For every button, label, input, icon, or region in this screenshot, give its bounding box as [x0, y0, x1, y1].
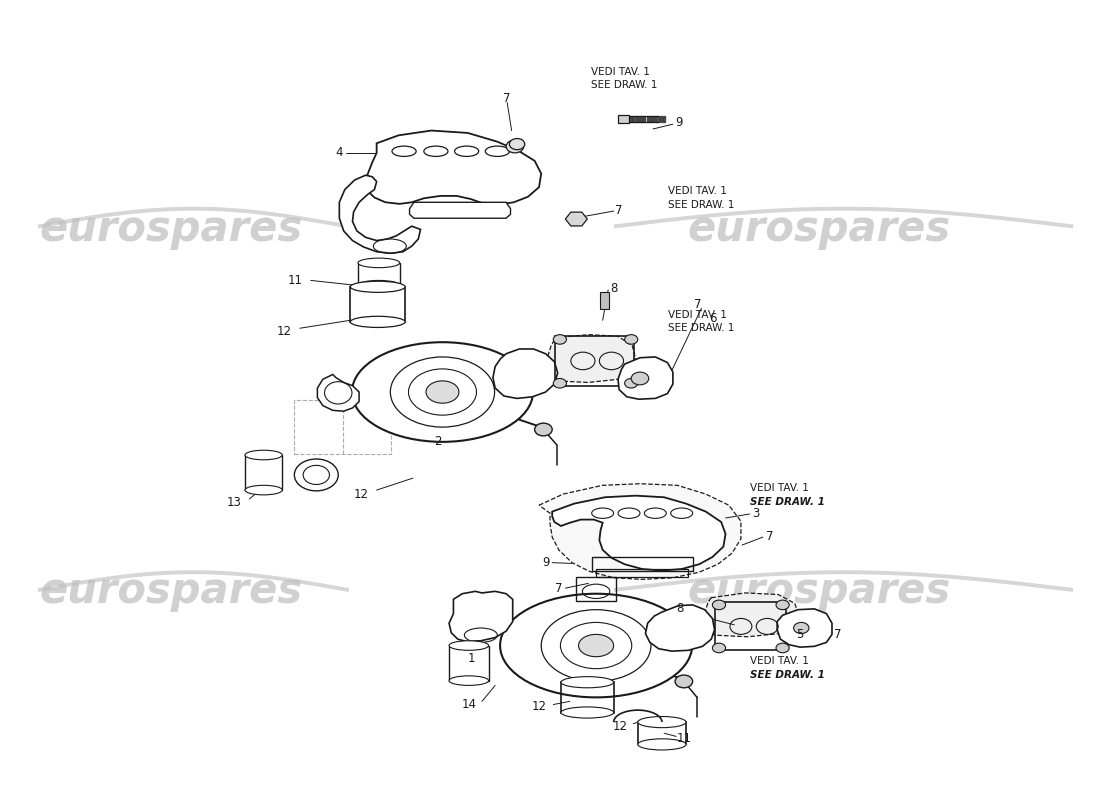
Bar — [295, 400, 390, 454]
Circle shape — [675, 675, 693, 688]
Circle shape — [553, 334, 566, 344]
Text: 12: 12 — [354, 487, 368, 501]
Bar — [638, 722, 686, 744]
Ellipse shape — [449, 676, 488, 686]
Circle shape — [713, 600, 726, 610]
Text: eurospares: eurospares — [40, 570, 302, 612]
Polygon shape — [365, 130, 541, 205]
Text: 12: 12 — [531, 701, 547, 714]
Text: VEDI TAV. 1: VEDI TAV. 1 — [750, 657, 808, 666]
Polygon shape — [339, 175, 420, 254]
Text: 7: 7 — [694, 298, 702, 311]
Ellipse shape — [350, 282, 405, 292]
Polygon shape — [409, 202, 510, 218]
Text: 7: 7 — [766, 530, 773, 543]
Bar — [596, 569, 689, 577]
Ellipse shape — [638, 739, 686, 750]
Text: VEDI TAV. 1: VEDI TAV. 1 — [669, 310, 727, 320]
Text: 7: 7 — [615, 204, 623, 217]
Circle shape — [625, 334, 638, 344]
Text: 9: 9 — [542, 556, 549, 569]
Text: 8: 8 — [610, 282, 617, 295]
Ellipse shape — [561, 677, 614, 688]
Ellipse shape — [352, 342, 534, 442]
Polygon shape — [646, 605, 715, 651]
Text: SEE DRAW. 1: SEE DRAW. 1 — [750, 497, 825, 507]
Text: SEE DRAW. 1: SEE DRAW. 1 — [669, 200, 735, 210]
Circle shape — [776, 643, 789, 653]
Circle shape — [535, 423, 552, 436]
Text: 7: 7 — [834, 628, 842, 641]
Text: SEE DRAW. 1: SEE DRAW. 1 — [750, 670, 825, 680]
Text: SEE DRAW. 1: SEE DRAW. 1 — [591, 80, 657, 90]
Polygon shape — [618, 357, 673, 399]
Text: 13: 13 — [227, 495, 241, 509]
Bar — [245, 455, 283, 490]
Text: 1: 1 — [468, 652, 475, 665]
Bar — [556, 336, 635, 386]
Text: 8: 8 — [675, 602, 683, 615]
Polygon shape — [548, 334, 636, 382]
Ellipse shape — [358, 258, 399, 268]
Ellipse shape — [245, 486, 283, 495]
Polygon shape — [565, 212, 587, 226]
Text: 2: 2 — [434, 435, 442, 448]
Bar — [449, 646, 488, 681]
Text: VEDI TAV. 1: VEDI TAV. 1 — [669, 186, 727, 196]
Polygon shape — [552, 496, 726, 570]
Text: 14: 14 — [461, 698, 476, 711]
Circle shape — [625, 378, 638, 388]
Text: 11: 11 — [676, 732, 692, 746]
Text: 12: 12 — [613, 720, 628, 734]
Text: 7: 7 — [556, 582, 562, 594]
Text: eurospares: eurospares — [688, 207, 950, 250]
Circle shape — [509, 138, 525, 150]
Text: 9: 9 — [675, 116, 683, 129]
Bar — [715, 602, 785, 650]
Circle shape — [631, 372, 649, 385]
Bar — [592, 557, 693, 571]
Text: eurospares: eurospares — [40, 207, 302, 250]
Ellipse shape — [449, 641, 488, 650]
Text: VEDI TAV. 1: VEDI TAV. 1 — [591, 66, 649, 77]
Text: 7: 7 — [504, 92, 512, 105]
Text: 3: 3 — [752, 506, 760, 520]
Polygon shape — [777, 609, 832, 647]
Text: 6: 6 — [708, 312, 716, 325]
Ellipse shape — [426, 381, 459, 403]
Polygon shape — [449, 591, 513, 642]
Text: 4: 4 — [336, 146, 343, 159]
Bar — [618, 115, 629, 122]
Polygon shape — [539, 484, 741, 579]
Text: 5: 5 — [796, 628, 804, 641]
Ellipse shape — [561, 707, 614, 718]
Text: eurospares: eurospares — [688, 570, 950, 612]
Ellipse shape — [358, 281, 399, 290]
Polygon shape — [705, 593, 799, 637]
Circle shape — [553, 378, 566, 388]
Bar — [350, 286, 405, 322]
Bar — [561, 682, 614, 713]
Polygon shape — [318, 374, 359, 411]
Ellipse shape — [579, 634, 614, 657]
Bar — [576, 577, 616, 601]
Ellipse shape — [350, 316, 405, 327]
Ellipse shape — [500, 594, 692, 698]
Ellipse shape — [245, 450, 283, 460]
Bar — [358, 263, 399, 286]
Bar — [601, 291, 609, 309]
Circle shape — [506, 140, 524, 153]
Circle shape — [776, 600, 789, 610]
Text: 12: 12 — [277, 325, 292, 338]
Text: SEE DRAW. 1: SEE DRAW. 1 — [669, 323, 735, 334]
Text: 11: 11 — [288, 274, 302, 287]
Ellipse shape — [638, 717, 686, 728]
Text: VEDI TAV. 1: VEDI TAV. 1 — [750, 483, 808, 494]
Circle shape — [793, 622, 808, 634]
Circle shape — [713, 643, 726, 653]
Polygon shape — [493, 349, 558, 398]
